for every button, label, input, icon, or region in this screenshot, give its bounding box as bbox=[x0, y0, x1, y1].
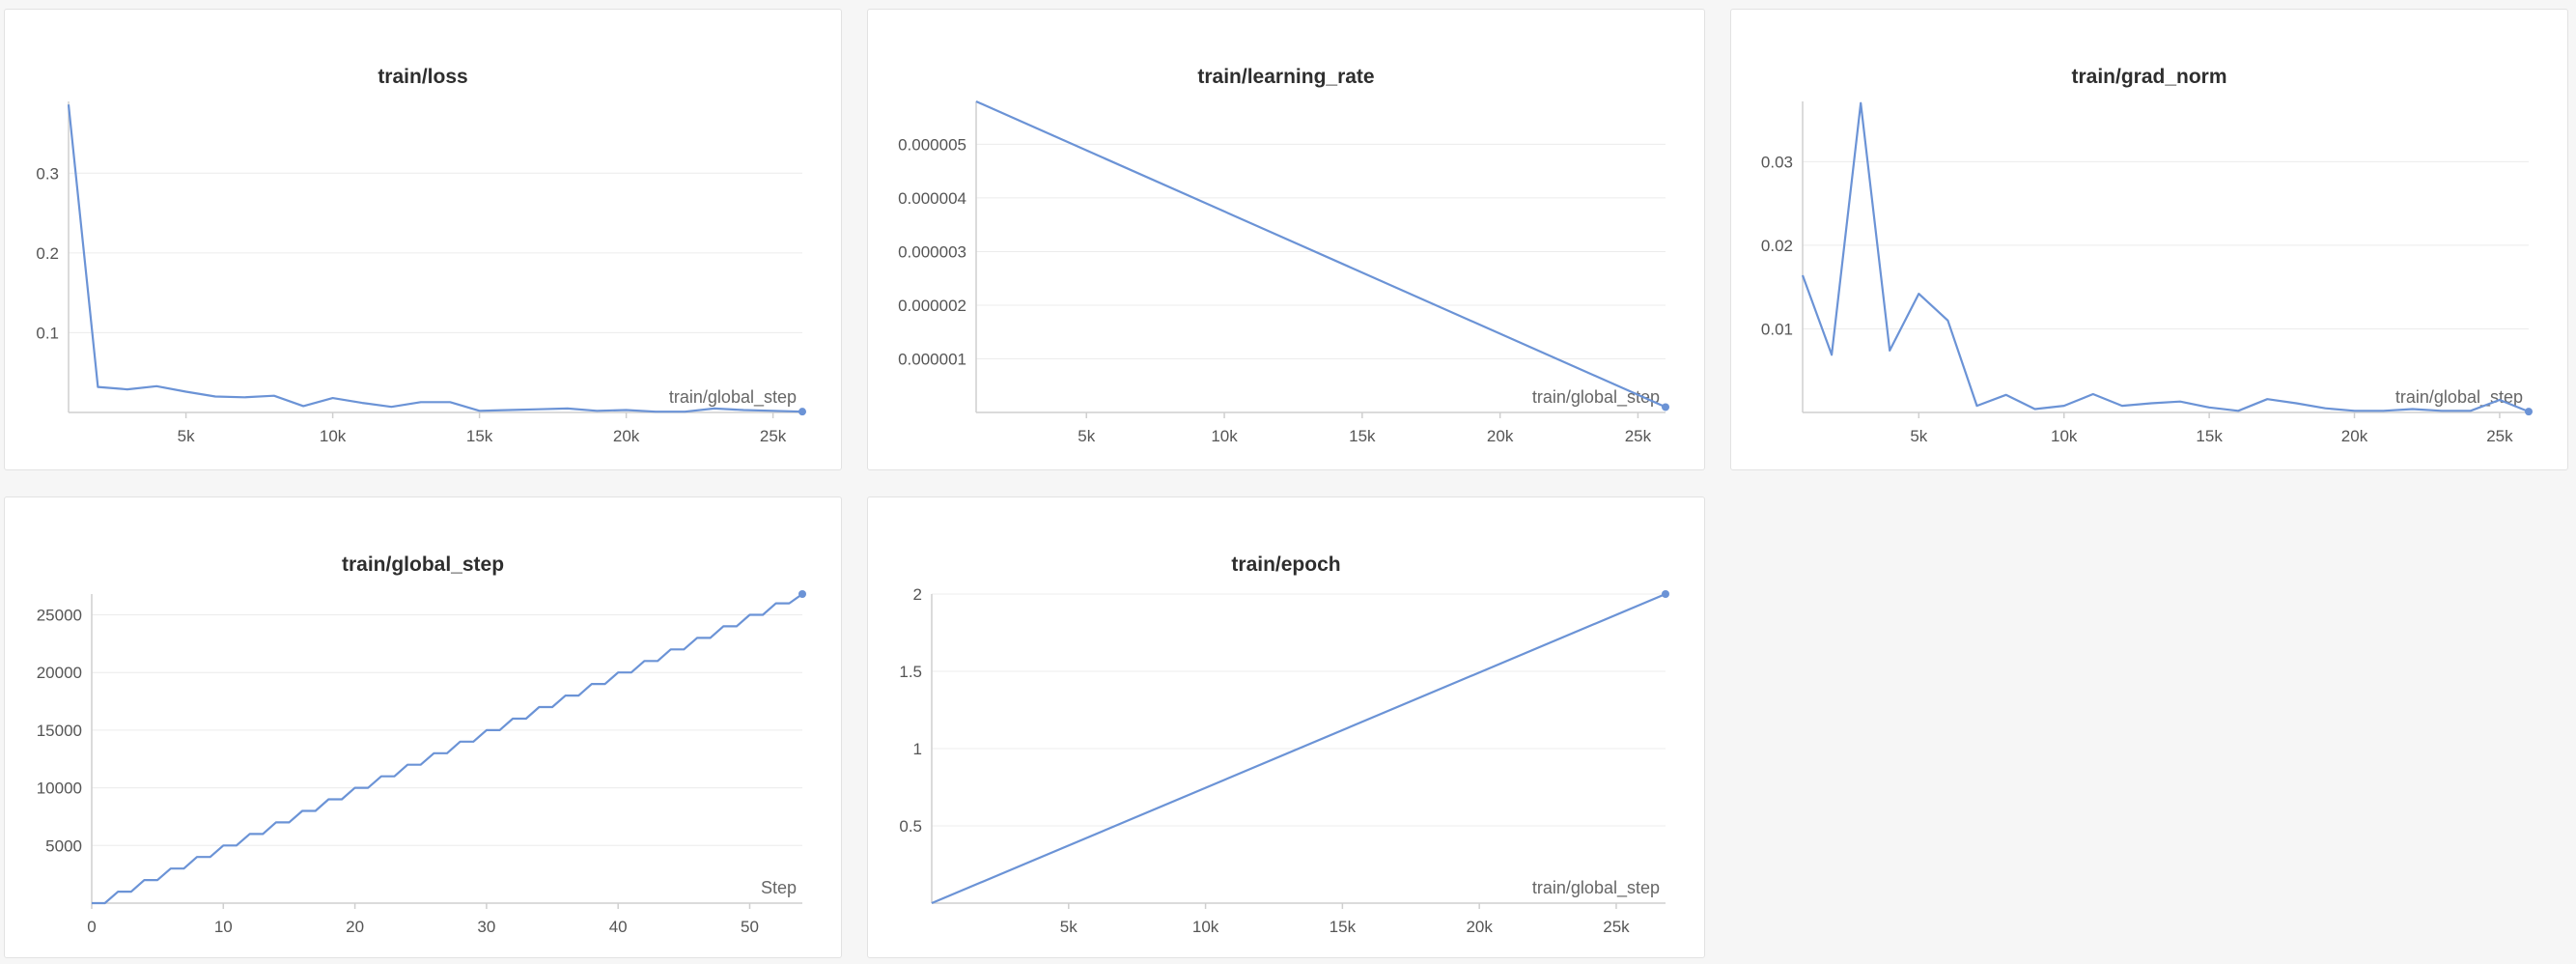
last-point-marker bbox=[1662, 590, 1669, 598]
series-line bbox=[92, 593, 803, 905]
y-tick-label: 0.000003 bbox=[898, 242, 966, 261]
y-tick-label: 1 bbox=[913, 740, 922, 758]
x-tick-label: 15k bbox=[1349, 427, 1376, 445]
x-tick-label: 10k bbox=[1211, 427, 1238, 445]
y-tick-label: 2 bbox=[913, 585, 922, 604]
x-tick-label: 10k bbox=[320, 427, 347, 445]
y-tick-label: 25000 bbox=[37, 606, 82, 624]
y-tick-label: 0.02 bbox=[1761, 237, 1793, 255]
last-point-marker bbox=[798, 590, 806, 598]
series-line bbox=[1801, 101, 2530, 413]
chart-plot: 0.01 0.02 0.03 5k 10k 15k 20k 25k train/global_s… bbox=[1761, 101, 2533, 445]
y-tick-label: 0.000005 bbox=[898, 135, 966, 154]
y-tick-label: 0.000002 bbox=[898, 297, 966, 315]
x-tick-label: 25k bbox=[2486, 427, 2513, 445]
x-tick-label: 20k bbox=[2341, 427, 2368, 445]
x-axis-label: train/global_step bbox=[1532, 878, 1660, 898]
series-line bbox=[67, 104, 803, 413]
x-tick-label: 40 bbox=[609, 918, 628, 936]
last-point-marker bbox=[798, 408, 806, 416]
y-tick-label: 5000 bbox=[45, 836, 82, 855]
x-tick-label: 10k bbox=[1192, 918, 1219, 936]
y-tick-label: 20000 bbox=[37, 664, 82, 682]
chart-panel-train-grad-norm: train/grad_norm 0.01 0.02 0.03 5k 10k 15k 20k 2… bbox=[1730, 9, 2568, 470]
x-axis-label: train/global_step bbox=[669, 387, 797, 408]
y-tick-label: 0.000004 bbox=[898, 189, 966, 208]
chart-title: train/loss bbox=[378, 66, 468, 88]
y-tick-label: 0.01 bbox=[1761, 320, 1793, 338]
chart-plot: 5000 10000 15000 20000 25000 0 10 20 30 40 50 Step bbox=[37, 590, 806, 936]
x-tick-label: 10 bbox=[214, 918, 233, 936]
y-tick-label: 0.5 bbox=[899, 817, 922, 836]
x-tick-label: 30 bbox=[477, 918, 495, 936]
x-axis-label: Step bbox=[761, 878, 797, 897]
chart-title: train/epoch bbox=[1231, 553, 1341, 576]
x-tick-label: 20k bbox=[1466, 918, 1493, 936]
x-tick-label: 25k bbox=[1625, 427, 1652, 445]
last-point-marker bbox=[2525, 408, 2533, 416]
chart-panel-train-loss: train/loss 0.1 0.2 0.3 5k 10k 15k 20k 25k train/… bbox=[4, 9, 842, 470]
y-tick-label: 15000 bbox=[37, 722, 82, 740]
y-tick-label: 10000 bbox=[37, 780, 82, 798]
y-tick-label: 0.3 bbox=[36, 164, 59, 183]
x-tick-label: 10k bbox=[2051, 427, 2078, 445]
x-tick-label: 15k bbox=[2196, 427, 2223, 445]
chart-panel-train-epoch: train/epoch 0.5 1 1.5 2 5k 10k 15k 20k 25k train/… bbox=[867, 496, 1705, 958]
chart-title: train/grad_norm bbox=[2071, 66, 2227, 88]
y-tick-label: 0.03 bbox=[1761, 153, 1793, 171]
x-tick-label: 15k bbox=[466, 427, 493, 445]
series-line bbox=[931, 592, 1666, 905]
y-tick-label: 0.2 bbox=[36, 244, 59, 263]
chart-panel-train-global-step: train/global_step 5000 10000 15000 20000 250… bbox=[4, 496, 842, 958]
x-tick-label: 5k bbox=[1078, 427, 1095, 445]
chart-plot: 0.1 0.2 0.3 5k 10k 15k 20k 25k train/global_step bbox=[36, 101, 806, 445]
x-tick-label: 20k bbox=[1487, 427, 1514, 445]
x-axis-label: train/global_step bbox=[2395, 387, 2523, 408]
x-tick-label: 5k bbox=[1060, 918, 1078, 936]
x-tick-label: 20k bbox=[613, 427, 640, 445]
x-tick-label: 50 bbox=[741, 918, 759, 936]
x-tick-label: 0 bbox=[87, 918, 96, 936]
y-tick-label: 0.000001 bbox=[898, 350, 966, 368]
y-tick-label: 1.5 bbox=[899, 663, 922, 681]
x-axis-label: train/global_step bbox=[1532, 387, 1660, 408]
x-tick-label: 15k bbox=[1330, 918, 1357, 936]
chart-title: train/learning_rate bbox=[1197, 66, 1375, 88]
chart-title: train/global_step bbox=[341, 553, 505, 576]
x-tick-label: 20 bbox=[346, 918, 364, 936]
chart-plot: 0.000001 0.000002 0.000003 0.000004 0.000005… bbox=[898, 99, 1669, 445]
last-point-marker bbox=[1662, 403, 1669, 411]
x-tick-label: 25k bbox=[760, 427, 787, 445]
x-tick-label: 5k bbox=[1910, 427, 1927, 445]
x-tick-label: 25k bbox=[1603, 918, 1630, 936]
x-tick-label: 5k bbox=[178, 427, 195, 445]
series-line bbox=[975, 99, 1666, 409]
y-tick-label: 0.1 bbox=[36, 324, 59, 342]
chart-panel-train-learning-rate: train/learning_rate 0.000001 0.000002 0.00… bbox=[867, 9, 1705, 470]
